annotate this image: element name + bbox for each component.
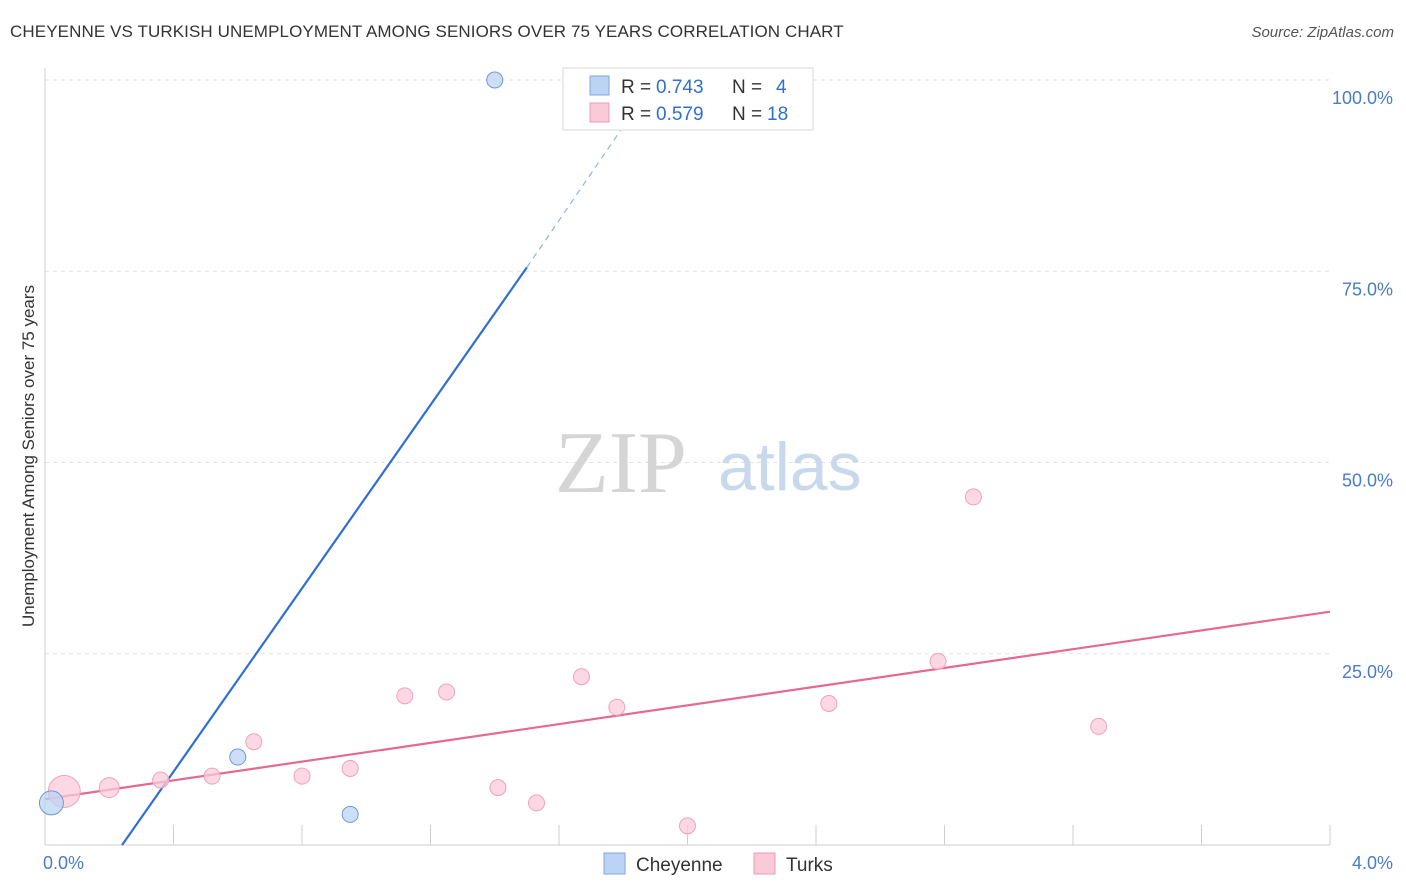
legend-r-label: R =	[621, 77, 651, 98]
chart-title: CHEYENNE VS TURKISH UNEMPLOYMENT AMONG S…	[10, 22, 844, 41]
x-tick-label: 4.0%	[1352, 853, 1393, 873]
point-turks	[293, 767, 311, 785]
point-cheyenne	[229, 748, 247, 766]
y-tick-label: 100.0%	[1332, 88, 1393, 108]
watermark-zip: ZIP	[555, 415, 687, 512]
series-swatch-turks	[753, 852, 776, 875]
point-turks	[438, 683, 456, 701]
legend-r-label: R =	[621, 104, 651, 125]
point-turks	[489, 779, 507, 797]
legend-n-label: N =	[732, 77, 762, 98]
point-turks	[572, 668, 590, 686]
y-tick-label: 50.0%	[1342, 471, 1393, 491]
trend-line-turks	[44, 610, 1331, 801]
point-turks	[341, 760, 359, 777]
trend-lines	[44, 102, 1331, 846]
point-turks	[152, 771, 170, 789]
point-turks	[964, 488, 982, 506]
legend-n-value: 18	[767, 104, 788, 125]
tick-labels: 100.0% 75.0% 50.0% 25.0% 0.0% 4.0%	[43, 88, 1393, 873]
data-points	[38, 71, 1108, 835]
point-turks	[203, 767, 221, 785]
legend-r-value: 0.579	[656, 104, 704, 125]
y-tick-label: 75.0%	[1342, 279, 1393, 299]
trend-line-cheyenne	[121, 266, 528, 846]
point-turks	[929, 652, 947, 670]
watermark-atlas: atlas	[718, 429, 862, 505]
point-turks	[679, 817, 696, 835]
point-turks	[608, 698, 626, 716]
series-label-turks: Turks	[786, 855, 833, 876]
legend-n-label: N =	[732, 104, 762, 125]
correlation-legend: R = 0.743 N = 4 R = 0.579 N = 18	[562, 67, 814, 131]
point-turks	[820, 694, 838, 712]
point-cheyenne	[486, 71, 504, 89]
point-turks	[98, 777, 120, 799]
x-tick-label: 0.0%	[43, 853, 84, 873]
legend-n-value: 4	[776, 77, 787, 98]
legend-swatch-turks	[589, 102, 610, 123]
y-tick-label: 25.0%	[1342, 662, 1393, 682]
axes	[44, 68, 1331, 846]
point-cheyenne	[38, 790, 64, 816]
point-turks	[245, 733, 263, 751]
grid-lines	[45, 79, 1330, 655]
series-legend: Cheyenne Turks	[603, 852, 833, 876]
series-swatch-cheyenne	[603, 852, 626, 875]
series-label-cheyenne: Cheyenne	[636, 855, 723, 876]
legend-swatch-cheyenne	[589, 75, 610, 96]
legend-r-value: 0.743	[656, 77, 704, 98]
y-axis-label: Unemployment Among Seniors over 75 years	[19, 285, 38, 627]
point-turks	[1090, 717, 1108, 735]
source-credit: Source: ZipAtlas.com	[1251, 24, 1394, 41]
point-turks	[396, 687, 414, 705]
point-turks	[528, 794, 546, 812]
point-cheyenne	[341, 805, 359, 823]
